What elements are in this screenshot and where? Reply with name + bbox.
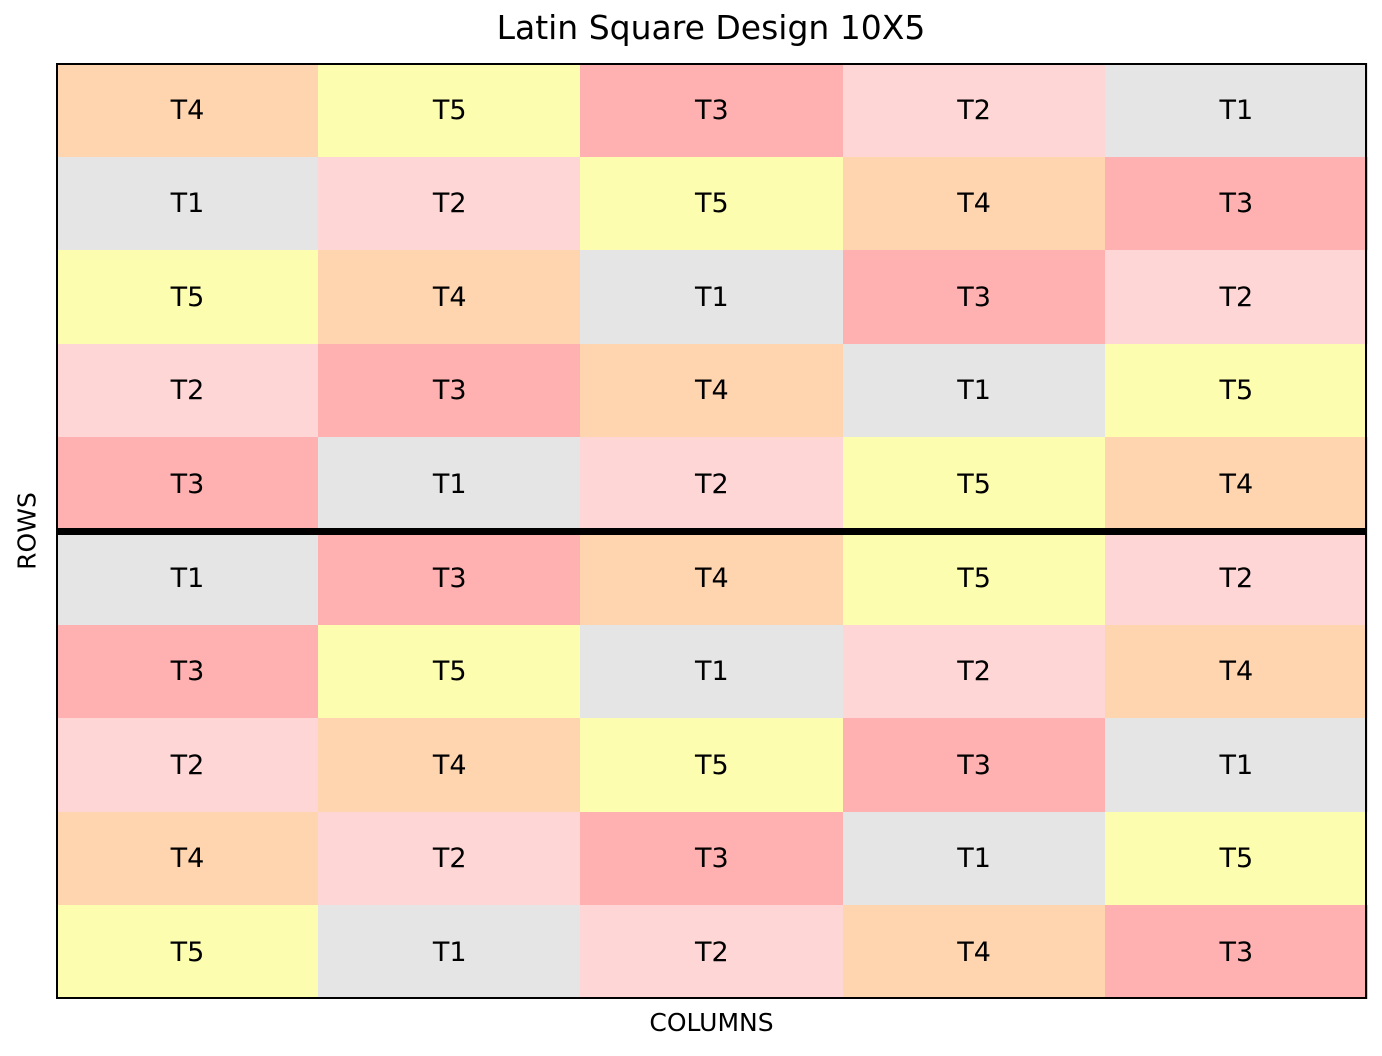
cell-r8-c5: T1 — [1104, 718, 1368, 813]
cell-r8-c2: T4 — [318, 718, 582, 813]
cell-r6-c2: T3 — [318, 531, 582, 625]
cell-r6-c3: T4 — [580, 531, 844, 625]
cell-r4-c3: T4 — [580, 343, 844, 438]
cell-r7-c1: T3 — [56, 624, 319, 719]
cell-r9-c1: T4 — [56, 811, 319, 906]
x-axis-label: COLUMNS — [649, 1008, 774, 1037]
cell-r5-c4: T5 — [842, 437, 1106, 532]
cell-r8-c3: T5 — [580, 718, 844, 813]
cell-r4-c1: T2 — [56, 343, 319, 438]
cell-r6-c1: T1 — [56, 531, 319, 625]
cell-r2-c4: T4 — [842, 156, 1106, 251]
cell-r5-c3: T2 — [580, 437, 844, 532]
cell-r6-c4: T5 — [842, 531, 1106, 625]
cell-r9-c3: T3 — [580, 811, 844, 906]
square-divider-line — [56, 527, 1367, 535]
cell-r10-c3: T2 — [580, 905, 844, 1000]
cell-r4-c4: T1 — [842, 343, 1106, 438]
cell-r10-c5: T3 — [1104, 905, 1368, 1000]
cell-r2-c2: T2 — [318, 156, 582, 251]
cell-r5-c1: T3 — [56, 437, 319, 532]
cell-r2-c5: T3 — [1104, 156, 1368, 251]
cell-r9-c2: T2 — [318, 811, 582, 906]
cell-r3-c1: T5 — [56, 250, 319, 345]
cell-r7-c5: T4 — [1104, 624, 1368, 719]
cell-r10-c2: T1 — [318, 905, 582, 1000]
cell-r3-c5: T2 — [1104, 250, 1368, 345]
cell-r8-c4: T3 — [842, 718, 1106, 813]
cell-r3-c3: T1 — [580, 250, 844, 345]
cell-r1-c1: T4 — [56, 63, 319, 157]
cell-r2-c1: T1 — [56, 156, 319, 251]
cell-r7-c3: T1 — [580, 624, 844, 719]
cell-r6-c5: T2 — [1104, 531, 1368, 625]
cell-r5-c2: T1 — [318, 437, 582, 532]
cell-r10-c1: T5 — [56, 905, 319, 1000]
cell-r7-c4: T2 — [842, 624, 1106, 719]
cell-r3-c2: T4 — [318, 250, 582, 345]
cell-r1-c5: T1 — [1104, 63, 1368, 157]
cell-r2-c3: T5 — [580, 156, 844, 251]
cell-r1-c4: T2 — [842, 63, 1106, 157]
cell-r9-c4: T1 — [842, 811, 1106, 906]
y-axis-label: ROWS — [12, 492, 42, 570]
latin-square-grid: T4 T5 T3 T2 T1 T1 T2 T5 T4 T3 T5 T4 T1 T3 T2 T2 T3 T4 T1 T5… — [56, 63, 1368, 1000]
cell-r4-c2: T3 — [318, 343, 582, 438]
chart-title: Latin Square Design 10X5 — [496, 8, 926, 47]
cell-r9-c5: T5 — [1104, 811, 1368, 906]
cell-r3-c4: T3 — [842, 250, 1106, 345]
cell-r1-c3: T3 — [580, 63, 844, 157]
cell-r7-c2: T5 — [318, 624, 582, 719]
cell-r5-c5: T4 — [1104, 437, 1368, 532]
cell-r10-c4: T4 — [842, 905, 1106, 1000]
cell-r4-c5: T5 — [1104, 343, 1368, 438]
cell-r8-c1: T2 — [56, 718, 319, 813]
cell-r1-c2: T5 — [318, 63, 582, 157]
